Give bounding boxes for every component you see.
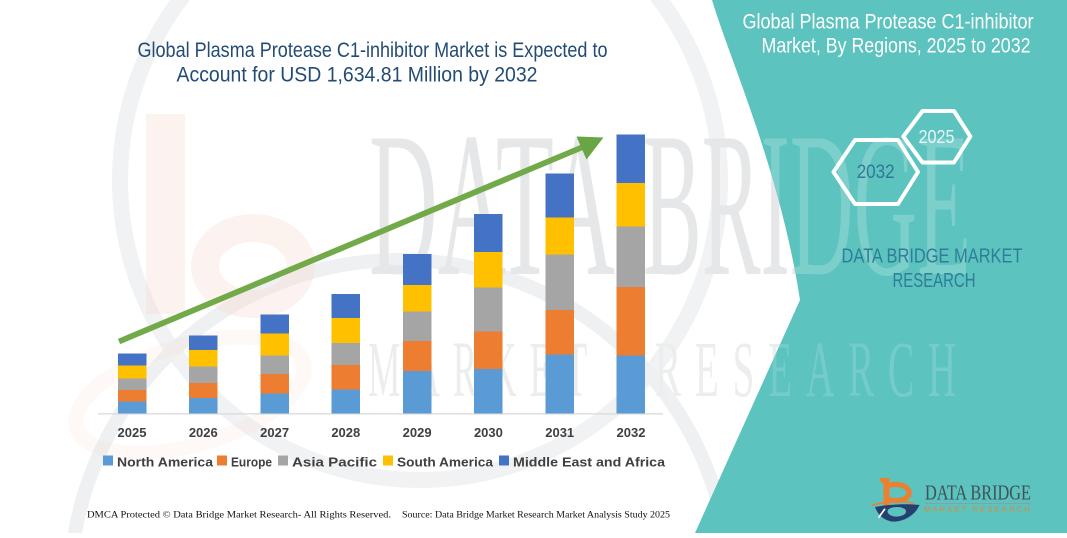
svg-text:Market, By Regions, 2025 to 20: Market, By Regions, 2025 to 2032 [762, 35, 1031, 58]
svg-text:DATA BRIDGE MARKET: DATA BRIDGE MARKET [842, 245, 1023, 268]
svg-text:2031: 2031 [545, 425, 574, 440]
svg-text:RESEARCH: RESEARCH [893, 269, 976, 292]
svg-text:Global Plasma Protease C1-inhi: Global Plasma Protease C1-inhibitor Mark… [138, 39, 608, 62]
svg-text:North America: North America [117, 455, 214, 470]
svg-text:Middle East and Africa: Middle East and Africa [513, 455, 666, 470]
svg-text:Europe: Europe [231, 455, 272, 470]
svg-text:2032: 2032 [617, 425, 646, 440]
svg-text:2032: 2032 [857, 161, 895, 183]
svg-text:2025: 2025 [919, 126, 955, 147]
svg-text:2025: 2025 [118, 425, 147, 440]
svg-text:Asia Pacific: Asia Pacific [292, 455, 377, 470]
svg-text:2026: 2026 [189, 425, 218, 440]
svg-text:South America: South America [397, 455, 494, 470]
svg-text:Account for USD 1,634.81 Milli: Account for USD 1,634.81 Million by 2032 [177, 64, 538, 87]
svg-text:MARKET RESEARCH: MARKET RESEARCH [924, 505, 1032, 514]
svg-text:2027: 2027 [260, 425, 289, 440]
svg-text:Source: Data Bridge Market Res: Source: Data Bridge Market Research Mark… [402, 510, 670, 521]
svg-text:2028: 2028 [331, 425, 360, 440]
svg-text:DATA BRIDGE: DATA BRIDGE [925, 481, 1031, 505]
svg-text:Global Plasma Protease C1-inhi: Global Plasma Protease C1-inhibitor [743, 11, 1034, 34]
svg-text:2030: 2030 [474, 425, 503, 440]
svg-text:MARKET: MARKET [368, 327, 600, 414]
svg-text:2029: 2029 [403, 425, 432, 440]
svg-text:DMCA Protected © Data Bridge M: DMCA Protected © Data Bridge Market Rese… [87, 510, 391, 521]
